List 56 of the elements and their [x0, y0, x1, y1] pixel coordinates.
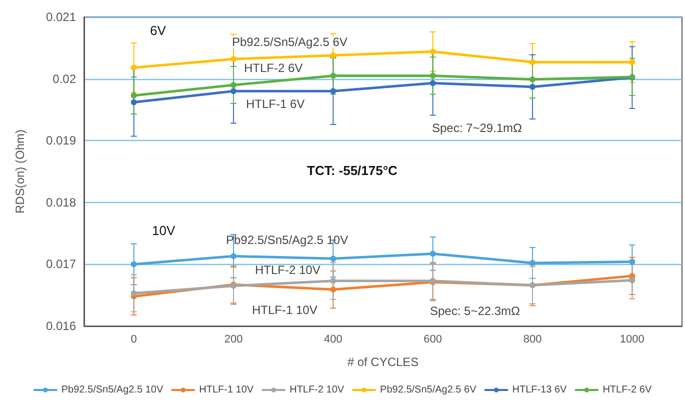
point — [330, 256, 336, 262]
x-axis-title: # of CYCLES — [347, 355, 419, 369]
point — [330, 52, 336, 58]
annotation: HTLF-2 6V — [244, 61, 303, 75]
y-tick-label: 0.016 — [46, 319, 76, 333]
point — [629, 59, 636, 66]
point — [430, 80, 436, 86]
point — [230, 82, 236, 88]
point — [130, 64, 137, 71]
point — [530, 84, 536, 90]
point — [230, 56, 236, 62]
y-axis-title: RDS(on) (Ohm) — [13, 129, 27, 214]
point — [430, 72, 436, 79]
annotation: Spec: 5~22.3mΩ — [430, 304, 520, 318]
point — [530, 59, 536, 66]
x-tick-label: 0 — [130, 334, 137, 346]
y-tick-label: 0.02 — [52, 72, 76, 86]
x-tick-label: 800 — [523, 334, 542, 346]
legend-label: HTLF-13 6V — [512, 384, 568, 396]
point — [330, 278, 336, 284]
point — [130, 261, 137, 268]
annotation: 6V — [150, 23, 166, 38]
point — [130, 92, 137, 98]
y-tick-label: 0.021 — [46, 10, 76, 24]
point — [629, 277, 636, 284]
annotation: HTLF-1 10V — [252, 303, 318, 317]
x-tick-label: 200 — [224, 334, 243, 346]
annotation: TCT: -55/175°C — [307, 163, 398, 178]
point — [230, 88, 236, 94]
x-tick-label: 400 — [324, 334, 342, 346]
point — [130, 99, 137, 106]
point — [230, 253, 236, 260]
point — [330, 88, 336, 94]
point — [430, 48, 436, 55]
x-tick-label: 1000 — [620, 334, 644, 346]
legend-label: HTLF-1 10V — [199, 384, 254, 396]
point — [430, 250, 436, 257]
annotation: HTLF-2 10V — [255, 263, 320, 277]
legend-label: Pb92.5/Sn5/Ag2.5 10V — [61, 384, 164, 396]
annotation: 10V — [152, 223, 176, 238]
point — [530, 260, 536, 266]
legend-label: Pb92.5/Sn5/Ag2.5 6V — [380, 384, 477, 396]
point — [530, 76, 536, 82]
x-tick-label: 600 — [424, 334, 442, 346]
legend-label: HTLF-2 10V — [290, 384, 344, 396]
y-tick-label: 0.018 — [46, 195, 76, 210]
y-tick-label: 0.019 — [46, 134, 76, 148]
annotation: HTLF-1 6V — [246, 97, 305, 111]
legend-label: HTLF-2 6V — [602, 384, 652, 396]
annotation: Spec: 7~29.1mΩ — [432, 121, 522, 135]
point — [330, 286, 336, 293]
point — [130, 290, 137, 296]
point — [629, 258, 636, 265]
y-tick-label: 0.017 — [46, 257, 76, 272]
annotation: Pb92.5/Sn5/Ag2.5 6V — [232, 35, 348, 49]
point — [330, 72, 336, 79]
